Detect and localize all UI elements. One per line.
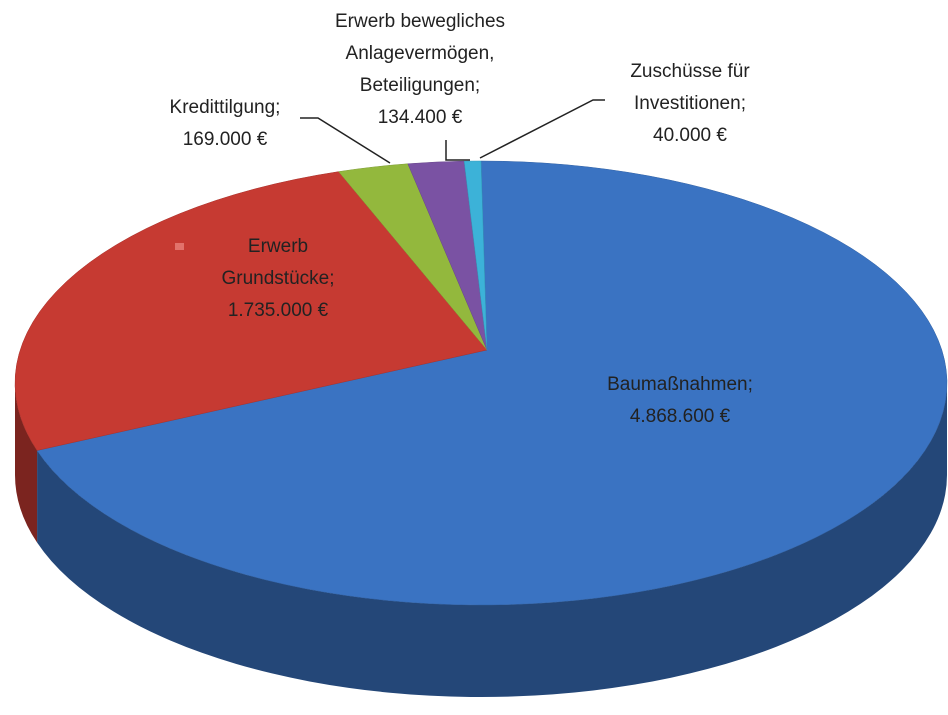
data-label: Erwerb bewegliches Anlagevermögen, Betei… [300,6,540,134]
value-label: 1.735.000 € [227,300,329,321]
slice [463,160,488,351]
value-label: 40.000 € [653,125,727,146]
leader-line [445,140,470,161]
category-label: Kredittilgung; [169,97,281,118]
category-label: Erwerb Grundstücke; [221,236,335,289]
category-label: Zuschüsse für Investitionen; [630,61,750,114]
legend-key [175,243,184,250]
category-label: Baumaßnahmen; [607,374,753,395]
value-label: 169.000 € [182,129,268,150]
data-label: Zuschüsse für Investitionen; 40.000 € [605,56,775,152]
leader-line [300,117,391,164]
category-label: Erwerb bewegliches Anlagevermögen, Betei… [334,11,506,96]
slice [14,171,488,451]
slice [36,160,948,606]
slice-side [37,383,948,697]
value-label: 4.868.600 € [629,406,731,427]
value-label: 134.400 € [377,107,463,128]
leader-line [479,99,605,159]
data-label: Kredittilgung; 169.000 € [140,92,310,156]
data-label: Erwerb Grundstücke; 1.735.000 € [208,231,348,327]
slice-side [15,383,38,543]
data-label: Baumaßnahmen; 4.868.600 € [570,369,790,433]
